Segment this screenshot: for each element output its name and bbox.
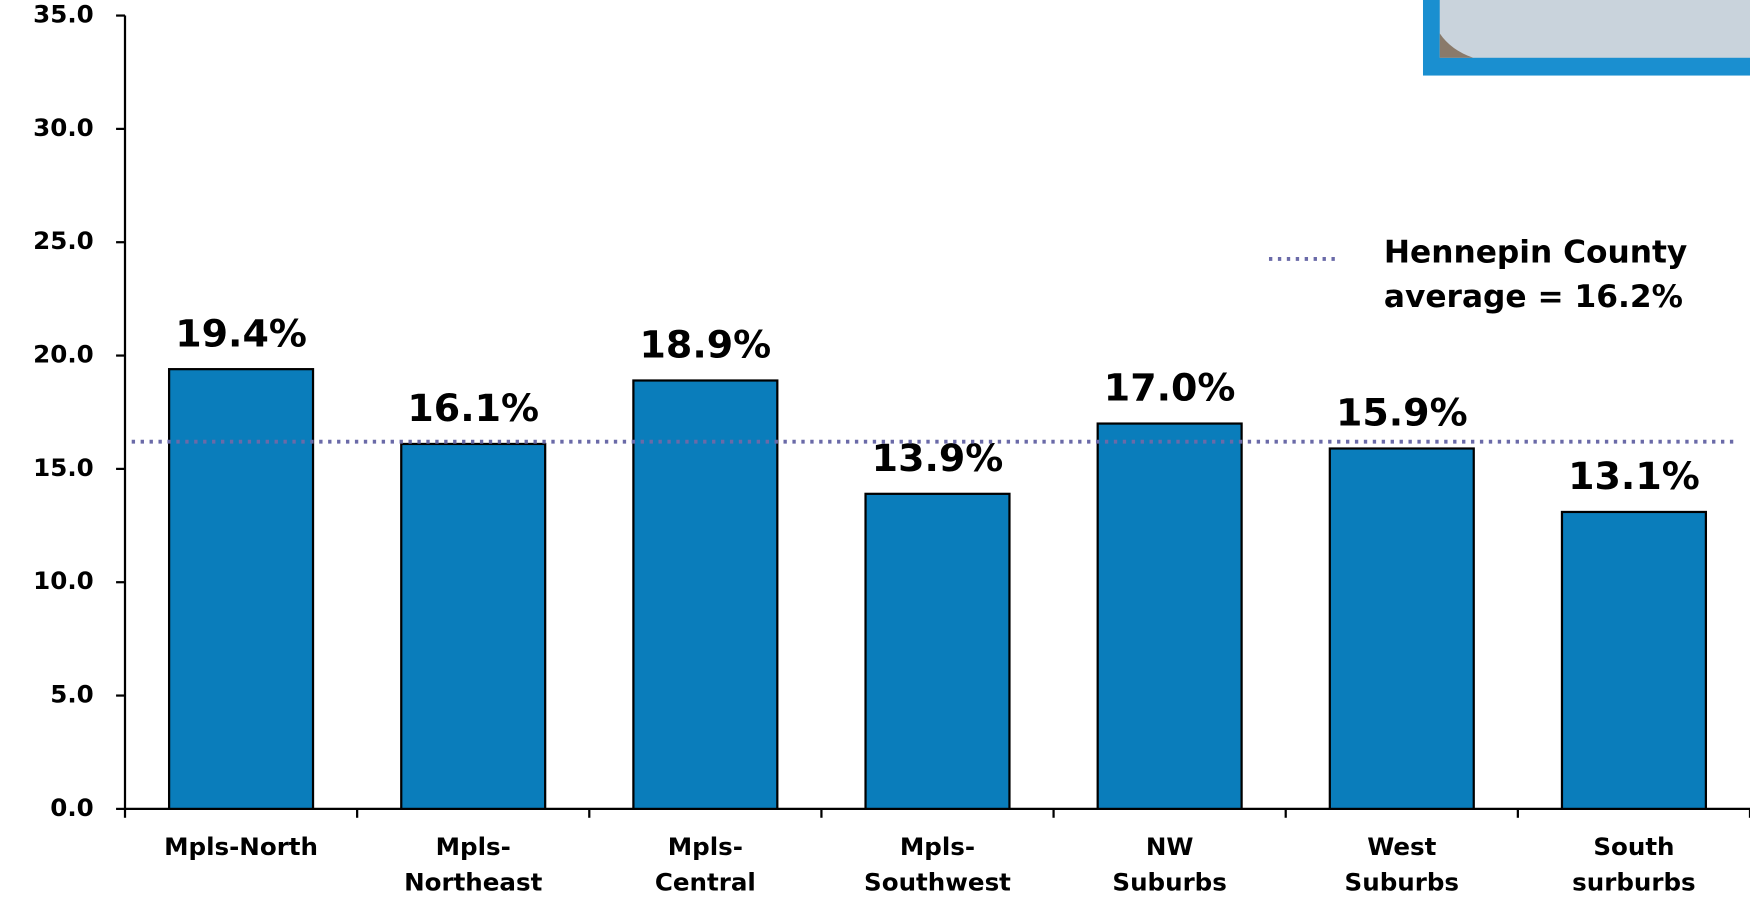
bar	[1096, 422, 1243, 810]
y-tick-label: 5.0	[50, 680, 93, 709]
x-tick-label: Southwest	[864, 867, 1011, 896]
legend-label: average = 16.2%	[1384, 279, 1683, 315]
bar	[632, 379, 779, 810]
value-label: 19.4%	[175, 311, 307, 355]
y-tick-label: 20.0	[33, 340, 94, 369]
x-tick-label: Northeast	[404, 867, 543, 896]
x-tick-label: Mpls-	[436, 832, 511, 861]
x-tick-label: Mpls-	[668, 832, 743, 861]
y-tick-label: 25.0	[33, 226, 94, 255]
value-label: 18.9%	[640, 323, 772, 367]
bar	[864, 492, 1011, 810]
bar	[400, 442, 547, 811]
value-label: 13.1%	[1568, 454, 1700, 498]
value-label: 17.0%	[1104, 366, 1236, 410]
bar	[1328, 447, 1475, 811]
y-tick-label: 15.0	[33, 453, 94, 482]
x-tick-label: Mpls-	[900, 832, 975, 861]
y-tick-label: 10.0	[33, 566, 94, 595]
legend-label: Hennepin County	[1384, 234, 1687, 270]
x-tick-label: Mpls-North	[164, 832, 318, 861]
x-tick-label: NW	[1146, 832, 1194, 861]
value-label: 15.9%	[1336, 391, 1468, 435]
x-tick-label: Suburbs	[1345, 867, 1459, 896]
x-tick-label: surburbs	[1572, 867, 1695, 896]
y-tick-label: 35.0	[33, 0, 94, 29]
x-tick-label: South	[1593, 832, 1674, 861]
x-tick-label: Suburbs	[1112, 867, 1226, 896]
bar	[167, 368, 315, 810]
bar	[1560, 510, 1708, 810]
x-tick-label: West	[1367, 832, 1436, 861]
value-label: 16.1%	[407, 386, 539, 430]
photo	[1422, 0, 1750, 76]
y-tick-label: 0.0	[50, 793, 93, 822]
y-tick-label: 30.0	[33, 113, 94, 142]
x-tick-label: Central	[655, 867, 756, 896]
